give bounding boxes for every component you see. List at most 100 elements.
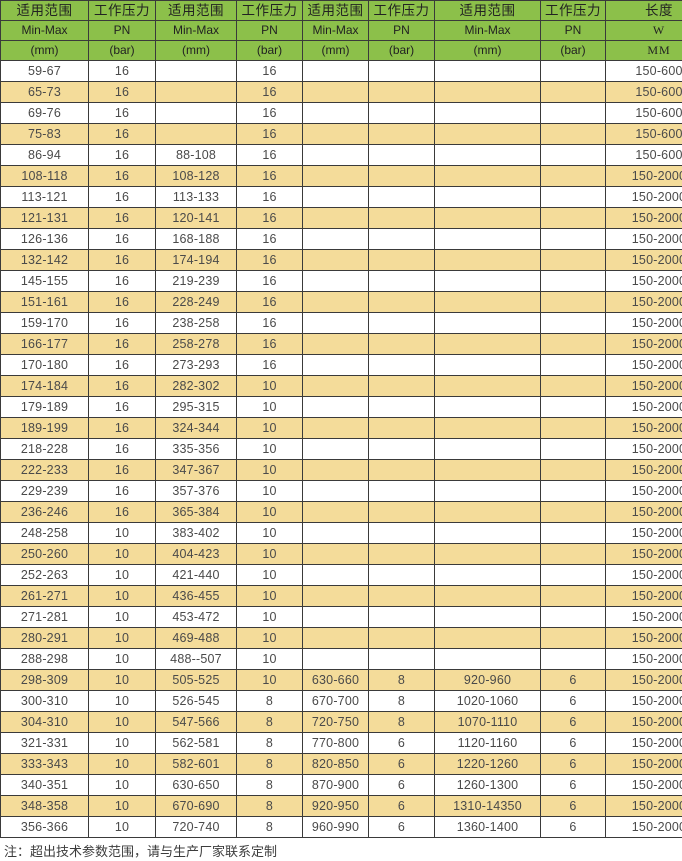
cell-range3 [303,586,369,607]
cell-length: 150-2000 [606,208,682,229]
cell-pn1: 10 [89,628,156,649]
cell-pn1: 10 [89,523,156,544]
cell-range3 [303,502,369,523]
cell-pn3: 8 [369,670,435,691]
cell-pn4 [541,166,606,187]
cell-length: 150-2000 [606,250,682,271]
cell-pn2: 10 [237,481,303,502]
cell-pn2: 8 [237,817,303,838]
cell-pn2: 10 [237,502,303,523]
cell-length: 150-2000 [606,229,682,250]
cell-length: 150-600 [606,61,682,82]
cell-pn3 [369,292,435,313]
cell-pn3 [369,481,435,502]
cell-pn2: 16 [237,313,303,334]
cell-range2: 630-650 [156,775,237,796]
cell-pn4 [541,439,606,460]
cell-length: 150-2000 [606,439,682,460]
cell-length: 150-2000 [606,460,682,481]
cell-pn3 [369,187,435,208]
cell-range2: 562-581 [156,733,237,754]
cell-pn4: 6 [541,796,606,817]
cell-range2: 347-367 [156,460,237,481]
cell-range4: 1020-1060 [435,691,541,712]
cell-range4 [435,166,541,187]
cell-length: 150-2000 [606,292,682,313]
cell-pn2: 16 [237,187,303,208]
cell-range4 [435,586,541,607]
col-range2-subtitle: Min-Max [156,21,237,41]
cell-pn3: 6 [369,775,435,796]
table-header: 适用范围工作压力适用范围工作压力适用范围工作压力适用范围工作压力长度 Min-M… [1,1,682,61]
col-range1-title: 适用范围 [1,1,89,21]
cell-range2: 357-376 [156,481,237,502]
cell-range1: 159-170 [1,313,89,334]
cell-range2: 273-293 [156,355,237,376]
cell-pn1: 10 [89,796,156,817]
cell-length: 150-2000 [606,733,682,754]
cell-range2: 505-525 [156,670,237,691]
cell-range4 [435,355,541,376]
cell-pn1: 16 [89,229,156,250]
cell-length: 150-2000 [606,187,682,208]
cell-range2 [156,103,237,124]
cell-range3: 770-800 [303,733,369,754]
cell-length: 150-2000 [606,271,682,292]
cell-pn4 [541,208,606,229]
cell-range4 [435,544,541,565]
cell-length: 150-2000 [606,376,682,397]
cell-range1: 229-239 [1,481,89,502]
cell-range2: 547-566 [156,712,237,733]
cell-range4 [435,145,541,166]
cell-pn2: 10 [237,523,303,544]
cell-range4 [435,418,541,439]
col-range2-unit: (mm) [156,41,237,61]
cell-range3 [303,229,369,250]
cell-range3 [303,61,369,82]
cell-range4 [435,124,541,145]
cell-range4 [435,397,541,418]
cell-range1: 113-121 [1,187,89,208]
col-range1-unit: (mm) [1,41,89,61]
cell-pn4: 6 [541,712,606,733]
cell-pn4 [541,649,606,670]
cell-range4 [435,334,541,355]
cell-range3 [303,523,369,544]
cell-range3 [303,481,369,502]
cell-pn4 [541,355,606,376]
col-pn1-unit: (bar) [89,41,156,61]
cell-range1: 179-189 [1,397,89,418]
cell-range4: 1220-1260 [435,754,541,775]
cell-pn1: 16 [89,145,156,166]
cell-pn2: 16 [237,292,303,313]
cell-range3 [303,187,369,208]
cell-range1: 151-161 [1,292,89,313]
cell-range2: 582-601 [156,754,237,775]
cell-pn1: 16 [89,355,156,376]
cell-pn4 [541,544,606,565]
cell-range1: 145-155 [1,271,89,292]
cell-pn2: 8 [237,796,303,817]
cell-pn2: 16 [237,250,303,271]
cell-range3 [303,439,369,460]
cell-range3 [303,313,369,334]
cell-pn4 [541,187,606,208]
cell-pn1: 16 [89,334,156,355]
cell-pn1: 16 [89,103,156,124]
cell-range2: 526-545 [156,691,237,712]
cell-pn2: 16 [237,208,303,229]
col-range1-subtitle: Min-Max [1,21,89,41]
cell-pn4 [541,292,606,313]
cell-range3 [303,628,369,649]
